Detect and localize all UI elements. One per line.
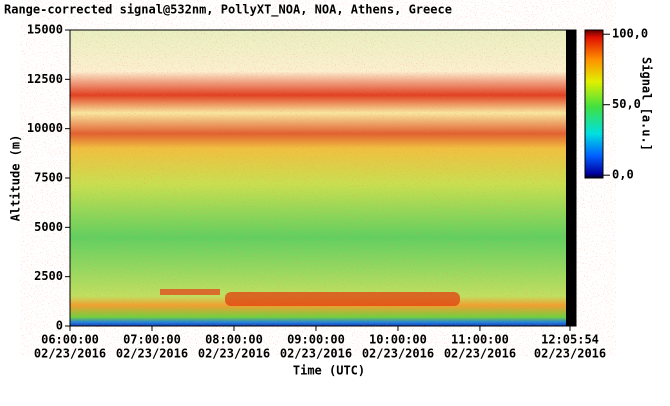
x-tick-label: 11:00:00 — [451, 333, 509, 347]
y-tick-label: 7500 — [34, 171, 63, 185]
y-tick-label: 0 — [56, 319, 63, 333]
colorbar — [584, 29, 604, 179]
y-tick-label: 10000 — [27, 121, 63, 135]
x-axis-label: Time (UTC) — [293, 364, 365, 378]
x-tick-date: 02/23/2016 — [116, 347, 188, 361]
colorbar-tick-label: 100,0 — [612, 27, 648, 41]
aerosol-layer — [160, 289, 220, 295]
y-axis-label: Altitude (m) — [9, 135, 23, 222]
y-tick-label: 2500 — [34, 269, 63, 283]
y-tick-label: 5000 — [34, 220, 63, 234]
signal-noise — [70, 30, 566, 326]
y-tick-label: 15000 — [27, 23, 63, 37]
x-tick-date: 02/23/2016 — [534, 347, 606, 361]
aerosol-layer — [225, 292, 460, 306]
y-tick-label: 12500 — [27, 72, 63, 86]
x-tick-label: 12:05:54 — [541, 333, 599, 347]
x-tick-date: 02/23/2016 — [34, 347, 106, 361]
x-tick-date: 02/23/2016 — [362, 347, 434, 361]
colorbar-label: Signal [a.u.] — [640, 57, 654, 151]
no-data-strip — [566, 30, 576, 326]
x-tick-label: 06:00:00 — [41, 333, 99, 347]
colorbar-tick-label: 0,0 — [612, 168, 634, 182]
colorbar-tick-label: 50,0 — [612, 97, 641, 111]
x-tick-label: 09:00:00 — [287, 333, 345, 347]
chart-title: Range-corrected signal@532nm, PollyXT_NO… — [4, 3, 452, 18]
x-tick-date: 02/23/2016 — [444, 347, 516, 361]
x-tick-date: 02/23/2016 — [198, 347, 270, 361]
x-tick-label: 08:00:00 — [205, 333, 263, 347]
x-tick-label: 10:00:00 — [369, 333, 427, 347]
x-tick-label: 07:00:00 — [123, 333, 181, 347]
x-tick-date: 02/23/2016 — [280, 347, 352, 361]
